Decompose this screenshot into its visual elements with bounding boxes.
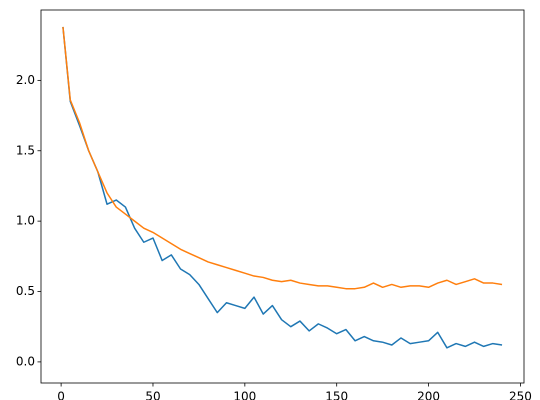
series-line — [62, 26, 503, 349]
x-tick-label: 200 — [417, 390, 440, 400]
y-tick-label: 0.5 — [16, 284, 35, 298]
x-tick-label: 0 — [57, 390, 65, 400]
x-tick-label: 250 — [509, 390, 532, 400]
series-line — [62, 26, 503, 290]
y-tick-label: 0.0 — [16, 354, 35, 368]
y-tick-label: 1.0 — [16, 214, 35, 228]
x-tick-label: 100 — [233, 390, 256, 400]
x-tick-label: 150 — [325, 390, 348, 400]
y-tick-label: 1.5 — [16, 143, 35, 157]
axes-frame — [40, 9, 525, 384]
x-tick-label: 50 — [145, 390, 160, 400]
y-tick-label: 2.0 — [16, 73, 35, 87]
